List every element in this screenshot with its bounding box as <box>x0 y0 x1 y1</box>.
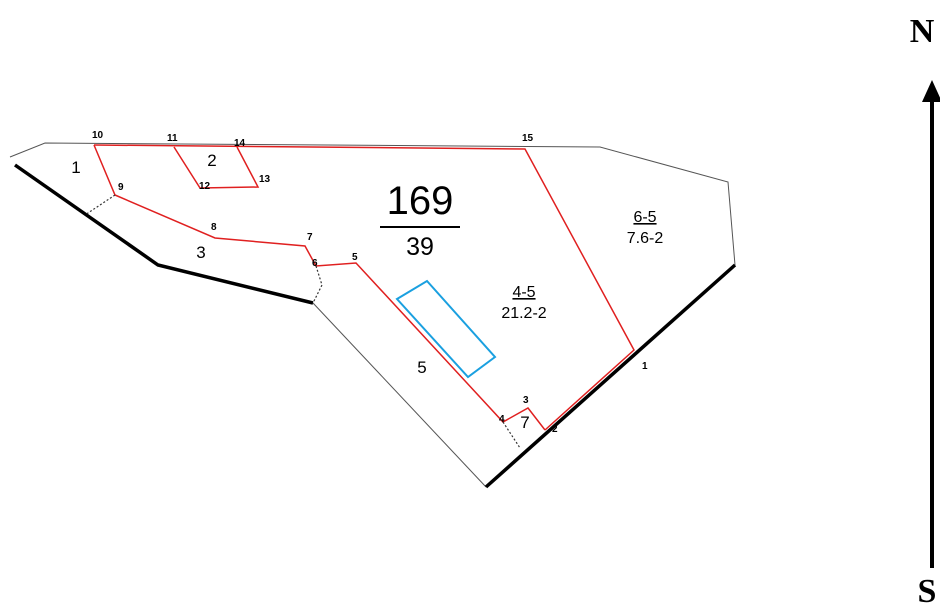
arrow-head <box>922 80 940 102</box>
dotted-line <box>502 421 521 449</box>
point-label: 4 <box>499 414 505 425</box>
point-label: 10 <box>92 130 104 141</box>
point-label: 7 <box>307 232 313 243</box>
dotted-line <box>312 265 323 304</box>
plot-label: 6-5 <box>633 209 656 226</box>
point-label: 11 <box>167 133 178 144</box>
zone-label: 3 <box>196 243 205 262</box>
point-label: 2 <box>552 424 558 435</box>
plot-boundary <box>173 146 260 189</box>
road-boundary <box>13 163 314 305</box>
road-boundary <box>484 263 737 489</box>
parcel-number: 169 <box>387 179 454 223</box>
point-label: 3 <box>523 395 529 406</box>
outer-boundary <box>9 142 736 266</box>
zone-label: 5 <box>417 358 426 377</box>
building <box>395 279 497 379</box>
zone-label: 7 <box>520 413 529 432</box>
point-label: 5 <box>352 252 358 263</box>
point-label: 1 <box>642 361 648 372</box>
point-label: 13 <box>259 174 271 185</box>
point-label: 8 <box>211 222 217 233</box>
plot-sub: 21.2-2 <box>501 305 546 322</box>
point-labels: 1 2 3 4 5 6 7 8 9 10 11 12 13 14 15 <box>92 130 648 435</box>
parcel-sub: 39 <box>406 233 434 261</box>
plot-boundary <box>93 144 546 431</box>
point-label: 15 <box>522 133 534 144</box>
north-label: N <box>910 13 935 50</box>
south-label: S <box>918 573 937 610</box>
point-label: 14 <box>234 138 246 149</box>
compass: N S <box>910 13 940 610</box>
point-label: 9 <box>118 182 124 193</box>
point-label: 12 <box>199 181 211 192</box>
plot-label: 4-5 <box>512 284 535 301</box>
plot-sub: 7.6-2 <box>627 230 664 247</box>
plot-boundary <box>93 144 635 431</box>
boundaries <box>9 142 737 489</box>
zone-label: 1 <box>71 158 80 177</box>
dotted-line <box>84 194 116 216</box>
zone-label: 2 <box>207 151 216 170</box>
outer-boundary <box>312 302 487 488</box>
point-label: 6 <box>312 258 318 269</box>
